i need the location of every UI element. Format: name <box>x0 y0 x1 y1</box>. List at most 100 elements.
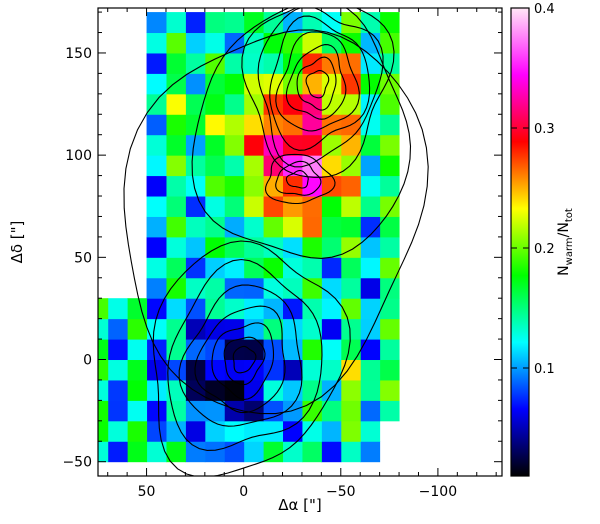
heatmap-cell <box>204 93 225 115</box>
heatmap-cell <box>146 114 167 136</box>
heatmap-cell <box>146 379 167 401</box>
heatmap-cell <box>263 216 284 238</box>
heatmap-cell <box>379 400 400 422</box>
heatmap-cell <box>360 339 381 361</box>
heatmap-cell <box>243 155 264 177</box>
heatmap-cell <box>146 52 167 74</box>
x-tick-label: −100 <box>419 484 457 500</box>
contour-line <box>223 336 266 386</box>
heatmap-cell <box>263 12 284 34</box>
heatmap-cell <box>185 318 206 340</box>
contour-line <box>211 322 275 400</box>
y-tick-label: 100 <box>65 148 92 164</box>
heatmap-cell <box>224 134 245 156</box>
heatmap-cell <box>243 73 264 95</box>
heatmap-cell <box>243 114 264 136</box>
heatmap-cell <box>185 339 206 361</box>
heatmap-cell <box>379 175 400 197</box>
heatmap-cell <box>185 52 206 74</box>
colorbar-label-main: N <box>556 265 572 275</box>
heatmap-cell <box>321 277 342 299</box>
colorbar-ticks: 0.1 0.2 0.3 0.4 <box>511 2 555 377</box>
heatmap-cell <box>98 420 109 442</box>
heatmap-cell <box>165 318 186 340</box>
heatmap-cell <box>340 12 361 34</box>
heatmap-cell <box>340 216 361 238</box>
heatmap-cell <box>243 441 264 463</box>
heatmap-cell <box>282 420 303 442</box>
heatmap-cell <box>107 339 128 361</box>
heatmap-cell <box>165 134 186 156</box>
heatmap-cell <box>340 441 361 463</box>
heatmap-cell <box>127 298 148 320</box>
heatmap-cell <box>185 196 206 217</box>
heatmap-cell <box>224 52 245 74</box>
heatmap-cell <box>301 359 322 381</box>
heatmap-cell <box>165 155 186 177</box>
heatmap-cell <box>379 359 400 381</box>
heatmap-cell <box>185 400 206 422</box>
heatmap-cell <box>98 359 109 381</box>
heatmap-cell <box>165 257 186 279</box>
heatmap-cell <box>146 93 167 115</box>
heatmap-cell <box>185 32 206 54</box>
heatmap-cell <box>224 93 245 115</box>
heatmap-cell <box>263 400 284 422</box>
heatmap-cell <box>301 134 322 156</box>
heatmap-cell <box>127 420 148 442</box>
heatmap-cell <box>340 196 361 217</box>
contour-line <box>269 15 371 151</box>
heatmap-cell <box>127 379 148 401</box>
heatmap-cell <box>165 441 186 463</box>
heatmap-cell <box>321 216 342 238</box>
heatmap-cell <box>321 12 342 34</box>
heatmap-cell <box>204 175 225 197</box>
heatmap-cell <box>165 277 186 299</box>
heatmap-cell <box>301 73 322 95</box>
heatmap-cell <box>165 420 186 442</box>
heatmap-cell <box>360 298 381 320</box>
heatmap-cell <box>98 339 109 361</box>
heatmap-cell <box>282 32 303 54</box>
heatmap-cell <box>146 32 167 54</box>
heatmap-cells <box>98 12 400 463</box>
heatmap-cell <box>360 52 381 74</box>
heatmap-cell <box>98 379 109 401</box>
x-tick-label: 50 <box>138 484 156 500</box>
heatmap-cell <box>204 155 225 177</box>
heatmap-cell <box>243 339 264 361</box>
heatmap-cell <box>165 12 186 34</box>
heatmap-cell <box>204 32 225 54</box>
heatmap-cell <box>340 52 361 74</box>
contour-line <box>305 70 330 99</box>
heatmap-cell <box>165 400 186 422</box>
heatmap-cell <box>185 420 206 442</box>
heatmap-cell <box>263 298 284 320</box>
heatmap-cell <box>107 379 128 401</box>
heatmap-cell <box>379 12 400 34</box>
heatmap-cell <box>165 114 186 136</box>
contour-line <box>285 44 347 120</box>
heatmap-cell <box>263 277 284 299</box>
heatmap-cell <box>301 318 322 340</box>
heatmap-cell <box>340 257 361 279</box>
heatmap-cell <box>165 175 186 197</box>
heatmap-cell <box>98 318 109 340</box>
heatmap-cell <box>204 52 225 74</box>
x-axis-ticks: 50 0 −50 −100 <box>107 8 497 500</box>
heatmap-cell <box>282 196 303 217</box>
heatmap-cell <box>224 277 245 299</box>
heatmap-cell <box>301 236 322 258</box>
heatmap-cell <box>301 379 322 401</box>
contour-line <box>264 153 336 205</box>
heatmap-cell <box>301 400 322 422</box>
heatmap-cell <box>340 298 361 320</box>
heatmap-cell <box>301 52 322 74</box>
heatmap-cell <box>263 318 284 340</box>
heatmap-cell <box>165 216 186 238</box>
heatmap-cell <box>263 379 284 401</box>
heatmap-cell <box>204 216 225 238</box>
heatmap-cell <box>243 359 264 381</box>
heatmap-cell <box>321 298 342 320</box>
